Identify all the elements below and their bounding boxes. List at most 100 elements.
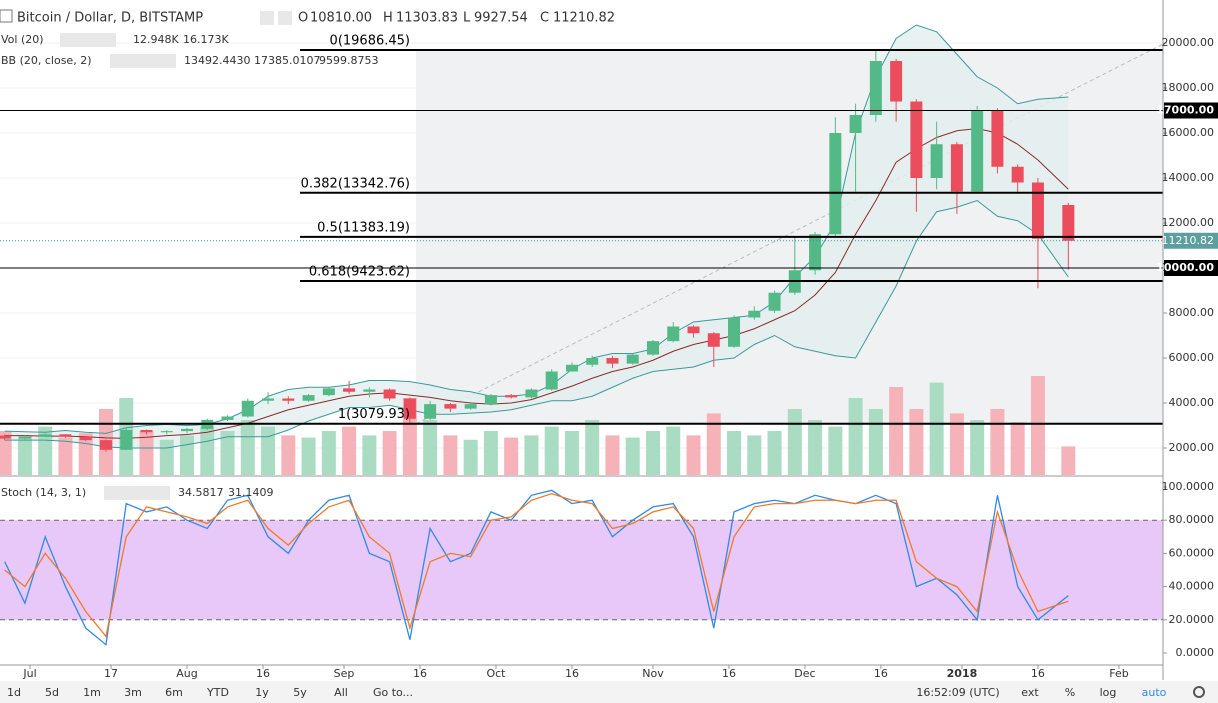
- high-label: H: [383, 11, 393, 26]
- close-label: C: [540, 11, 549, 26]
- option-button[interactable]: log: [1100, 686, 1117, 699]
- volume-bar: [585, 420, 600, 475]
- candle-body: [484, 395, 497, 405]
- x-tick-label: 17: [104, 667, 118, 680]
- candle-body: [59, 434, 72, 437]
- candle-body: [322, 388, 335, 396]
- toolbar: [0, 681, 1218, 703]
- volume-bar: [666, 426, 681, 475]
- bb-fill: [4, 24, 1069, 449]
- candle-body: [728, 317, 741, 347]
- stoch-band: [0, 520, 1163, 620]
- volume-bar: [1061, 446, 1076, 475]
- symbol-title: Bitcoin / Dollar, D, BITSTAMP: [17, 11, 203, 26]
- volume-bar: [423, 420, 438, 475]
- volume-bar: [949, 413, 964, 475]
- x-tick-label: 16: [722, 667, 736, 680]
- candle-body: [829, 132, 842, 235]
- indicator-buttons[interactable]: [110, 54, 176, 68]
- range-button[interactable]: 5y: [293, 686, 307, 699]
- volume-bar: [605, 435, 620, 475]
- volume-bar: [301, 437, 316, 475]
- open-label: O: [298, 11, 308, 26]
- stoch-line: [4, 492, 1069, 638]
- settings-button[interactable]: [1193, 686, 1205, 698]
- bb-name: BB (20, close, 2): [1, 54, 92, 67]
- candle-body: [403, 398, 416, 419]
- range-button[interactable]: 6m: [165, 686, 183, 699]
- volume-bar: [787, 409, 802, 475]
- candle-body: [241, 400, 254, 417]
- indicator-buttons[interactable]: [104, 486, 170, 500]
- symbol-icon[interactable]: [0, 9, 13, 23]
- volume-bar: [686, 435, 701, 475]
- candle-body: [991, 110, 1004, 167]
- indicator-buttons[interactable]: [60, 33, 116, 47]
- candle-body: [140, 430, 153, 433]
- volume-bar: [970, 420, 985, 475]
- volume-bar: [281, 435, 296, 475]
- y-tick-label: 40.0000: [1169, 580, 1215, 593]
- fib-label: 1(3079.93): [338, 407, 410, 422]
- option-button[interactable]: %: [1065, 686, 1075, 699]
- volume-bar: [38, 426, 53, 475]
- legend-button[interactable]: [260, 11, 274, 25]
- volume-bar: [443, 435, 458, 475]
- range-button[interactable]: 3m: [124, 686, 142, 699]
- candle-body: [809, 234, 822, 271]
- range-button[interactable]: 1d: [7, 686, 21, 699]
- range-button[interactable]: YTD: [206, 686, 229, 699]
- bb-line: [4, 199, 1069, 449]
- stoch-d-value: 31.1409: [228, 486, 274, 499]
- candle-body: [160, 431, 173, 433]
- candle-body: [0, 435, 11, 439]
- y-tick-label: 2000.00: [1169, 441, 1215, 454]
- candle-body: [444, 404, 457, 409]
- volume-bar: [1030, 376, 1045, 475]
- fib-label: 0.382(13342.76): [301, 176, 410, 191]
- volume-bar: [220, 431, 235, 475]
- vol-name: Vol (20): [1, 33, 44, 46]
- range-button[interactable]: 5d: [45, 686, 59, 699]
- volume-bar: [159, 439, 174, 475]
- range-button[interactable]: 1y: [255, 686, 269, 699]
- y-tick-label: 18000.00: [1162, 81, 1215, 94]
- option-button[interactable]: ext: [1021, 686, 1039, 699]
- bb-mid-value: 13492.4430: [184, 54, 250, 67]
- vol-ma-value: 16.173K: [183, 33, 229, 46]
- volume-bar: [828, 426, 843, 475]
- candle-body: [626, 354, 639, 364]
- y-tick-label: 14000.00: [1162, 171, 1215, 184]
- candle-body: [1062, 204, 1075, 241]
- range-button[interactable]: All: [334, 686, 348, 699]
- candle-body: [424, 404, 437, 419]
- x-tick-label: Nov: [642, 667, 664, 680]
- candle-body: [262, 398, 275, 401]
- bb-upper-value: 17385.0107: [254, 54, 320, 67]
- volume-bar: [180, 435, 195, 475]
- volume-bar: [463, 439, 478, 475]
- volume-bar: [1010, 422, 1025, 475]
- fib-label: 0.618(9423.62): [309, 264, 410, 279]
- candle-body: [930, 144, 943, 178]
- x-tick-label: Jul: [22, 667, 36, 680]
- volume-bar: [58, 437, 73, 475]
- close-value: 11210.82: [553, 11, 615, 26]
- stoch-k-value: 34.5817: [178, 486, 224, 499]
- y-tick-label: 8000.00: [1169, 306, 1215, 319]
- clock: 16:52:09 (UTC): [916, 686, 999, 699]
- volume-bar: [808, 420, 823, 475]
- volume-bar: [0, 431, 12, 475]
- range-button[interactable]: Go to...: [373, 686, 413, 699]
- range-button[interactable]: 1m: [83, 686, 101, 699]
- x-tick-label: 16: [413, 667, 427, 680]
- candle-body: [181, 428, 194, 432]
- candle-body: [282, 398, 295, 401]
- candle-body: [768, 292, 781, 311]
- axes: 2000.00 4000.00 6000.00 8000.00 10000.00 1200…: [22, 36, 1218, 680]
- vol-value: 12.948K: [133, 33, 179, 46]
- option-button[interactable]: auto: [1142, 686, 1167, 699]
- candle-body: [221, 416, 234, 420]
- y-tick-label: 20000.00: [1162, 36, 1215, 49]
- legend-button[interactable]: [278, 11, 292, 25]
